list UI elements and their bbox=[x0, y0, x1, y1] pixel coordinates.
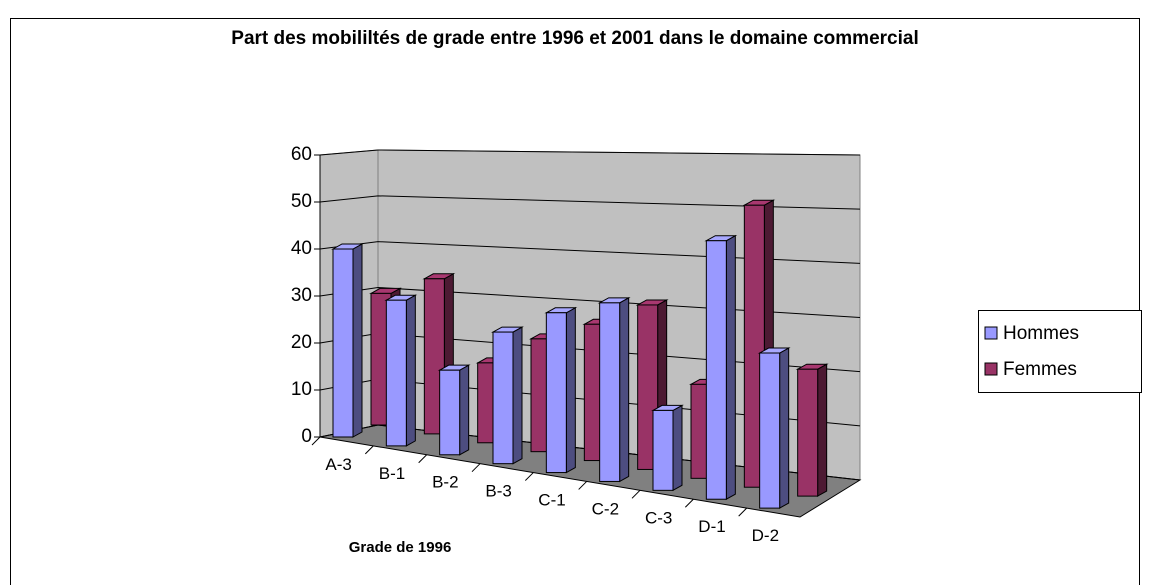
bar-side bbox=[672, 404, 683, 492]
bar-front bbox=[439, 369, 461, 456]
y-tick-label: 0 bbox=[301, 426, 312, 447]
legend-swatch bbox=[984, 326, 998, 340]
bar-side bbox=[352, 243, 363, 438]
x-tick-label: C-3 bbox=[645, 508, 672, 527]
bar-side bbox=[512, 326, 523, 465]
bar-side bbox=[817, 363, 828, 497]
y-tick-label: 30 bbox=[291, 285, 312, 306]
x-tick bbox=[524, 472, 534, 481]
x-tick bbox=[311, 436, 321, 446]
grid-line bbox=[319, 149, 861, 156]
bar-side bbox=[779, 347, 790, 509]
legend-label: Femmes bbox=[1003, 359, 1077, 380]
bar bbox=[384, 294, 418, 447]
x-tick-label: D-2 bbox=[752, 526, 779, 545]
x-tick-label: A-3 bbox=[325, 455, 351, 474]
bar-side bbox=[619, 296, 630, 483]
x-tick-label: C-2 bbox=[592, 499, 619, 518]
x-tick-label: B-1 bbox=[379, 464, 405, 483]
bar bbox=[544, 306, 578, 474]
bar-front bbox=[759, 352, 781, 509]
bar-side bbox=[459, 364, 470, 456]
y-tick-label: 50 bbox=[291, 191, 312, 212]
x-tick-label: C-1 bbox=[538, 490, 565, 509]
bar bbox=[795, 363, 829, 497]
bar-front bbox=[599, 302, 621, 482]
x-tick bbox=[684, 498, 694, 508]
x-tick bbox=[471, 463, 481, 473]
y-tick-label: 40 bbox=[291, 238, 312, 259]
grid-line bbox=[319, 195, 861, 210]
x-tick bbox=[418, 454, 428, 464]
y-tick-label: 60 bbox=[291, 144, 312, 165]
chart-title: Part des mobililtés de grade entre 1996 … bbox=[231, 28, 919, 49]
bar bbox=[651, 404, 684, 492]
legend bbox=[978, 310, 1142, 393]
bar-front bbox=[545, 312, 567, 474]
bar-front bbox=[797, 368, 819, 497]
x-tick-label: B-3 bbox=[485, 482, 511, 501]
bar bbox=[757, 347, 791, 509]
bar-side bbox=[725, 234, 736, 501]
bar-side bbox=[565, 306, 576, 474]
bar bbox=[704, 234, 738, 501]
x-tick bbox=[364, 445, 374, 455]
bar bbox=[437, 364, 471, 456]
x-tick bbox=[631, 489, 641, 499]
x-tick bbox=[578, 481, 588, 490]
bar bbox=[597, 296, 631, 483]
bar-front bbox=[652, 409, 674, 491]
x-axis-label: Grade de 1996 bbox=[349, 539, 452, 556]
bar-side bbox=[405, 294, 416, 447]
bar-front bbox=[332, 248, 354, 438]
x-tick-label: B-2 bbox=[432, 473, 458, 492]
bar-front bbox=[385, 299, 407, 447]
bar-front bbox=[705, 240, 727, 500]
x-tick-label: D-1 bbox=[698, 517, 725, 536]
legend-swatch bbox=[984, 362, 998, 376]
bar bbox=[491, 326, 524, 465]
x-tick bbox=[738, 507, 748, 517]
bar bbox=[331, 243, 364, 438]
bar-front bbox=[492, 331, 514, 465]
y-tick-label: 20 bbox=[291, 332, 312, 353]
y-tick-label: 10 bbox=[291, 379, 312, 400]
legend-label: Hommes bbox=[1003, 323, 1079, 344]
